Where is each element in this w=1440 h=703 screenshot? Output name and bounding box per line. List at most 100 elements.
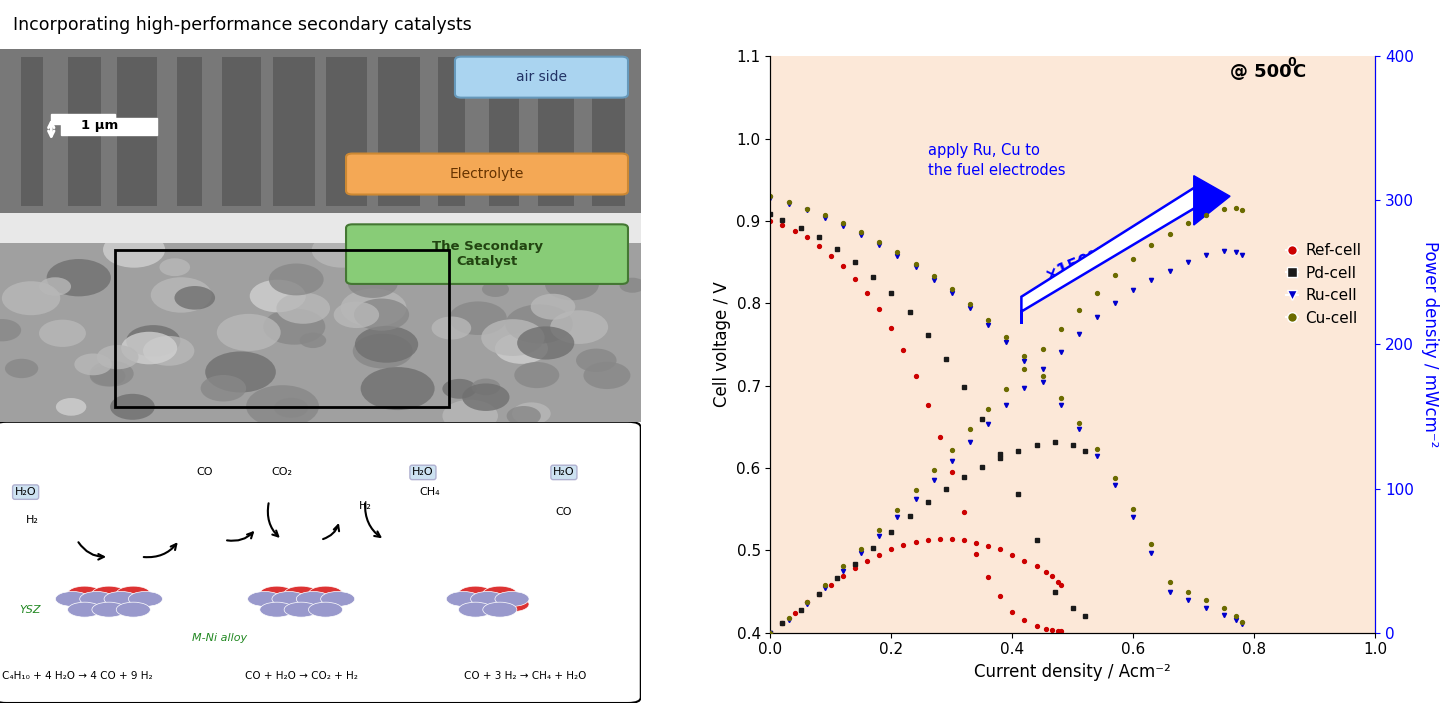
Circle shape	[259, 602, 294, 617]
Circle shape	[92, 602, 125, 617]
Circle shape	[55, 591, 89, 607]
Circle shape	[27, 252, 69, 276]
Text: C₄H₁₀ + 4 H₂O → 4 CO + 9 H₂: C₄H₁₀ + 4 H₂O → 4 CO + 9 H₂	[1, 671, 153, 681]
Circle shape	[24, 264, 53, 280]
Circle shape	[307, 368, 350, 393]
FancyBboxPatch shape	[346, 153, 628, 195]
Bar	[0, 236, 641, 422]
Bar	[52, 115, 115, 124]
Circle shape	[458, 602, 492, 617]
Circle shape	[261, 266, 301, 290]
Text: apply Ru, Cu to
the fuel electrodes: apply Ru, Cu to the fuel electrodes	[927, 143, 1066, 178]
Circle shape	[259, 586, 294, 601]
Circle shape	[467, 244, 527, 279]
Circle shape	[520, 363, 593, 407]
Circle shape	[495, 591, 528, 607]
Circle shape	[308, 586, 343, 601]
Circle shape	[482, 586, 517, 601]
Circle shape	[297, 285, 354, 319]
Text: ×150%: ×150%	[1043, 243, 1109, 284]
Circle shape	[145, 266, 196, 296]
Circle shape	[321, 591, 354, 607]
Circle shape	[308, 602, 343, 617]
Circle shape	[45, 392, 94, 420]
Bar	[0, 213, 641, 243]
Bar	[120, 57, 154, 206]
Legend: Ref-cell, Pd-cell, Ru-cell, Cu-cell: Ref-cell, Pd-cell, Ru-cell, Cu-cell	[1280, 237, 1368, 332]
Text: 0: 0	[1287, 56, 1296, 69]
Circle shape	[137, 350, 189, 380]
Y-axis label: Cell voltage / V: Cell voltage / V	[713, 282, 732, 407]
Circle shape	[431, 393, 488, 427]
Circle shape	[138, 308, 164, 323]
Circle shape	[160, 284, 222, 321]
Circle shape	[425, 276, 468, 302]
Circle shape	[495, 597, 528, 612]
Circle shape	[68, 586, 102, 601]
Circle shape	[0, 351, 40, 385]
Circle shape	[158, 399, 189, 416]
Circle shape	[128, 591, 163, 607]
Bar	[16, 57, 48, 206]
FancyBboxPatch shape	[455, 57, 628, 98]
Circle shape	[0, 378, 43, 407]
Circle shape	[104, 591, 138, 607]
Text: CO + 3 H₂ → CH₄ + H₂O: CO + 3 H₂ → CH₄ + H₂O	[464, 671, 586, 681]
Circle shape	[599, 325, 658, 359]
Text: H₂O: H₂O	[14, 487, 36, 497]
Circle shape	[252, 255, 312, 290]
Circle shape	[462, 300, 494, 318]
Circle shape	[30, 252, 99, 292]
Circle shape	[354, 387, 420, 425]
Circle shape	[302, 290, 351, 319]
Text: @ 500: @ 500	[1230, 63, 1292, 81]
Text: 1 μm: 1 μm	[81, 119, 118, 132]
Circle shape	[248, 591, 282, 607]
Text: H₂O: H₂O	[412, 467, 433, 477]
Circle shape	[409, 309, 472, 346]
Bar	[487, 57, 521, 206]
Text: CO + H₂O → CO₂ + H₂: CO + H₂O → CO₂ + H₂	[245, 671, 357, 681]
Text: CO: CO	[556, 507, 572, 517]
Circle shape	[482, 602, 517, 617]
Bar	[73, 57, 95, 206]
Circle shape	[3, 318, 48, 344]
Circle shape	[359, 235, 423, 272]
Circle shape	[92, 586, 125, 601]
Bar	[0, 49, 641, 217]
Circle shape	[230, 282, 265, 302]
Circle shape	[55, 390, 99, 416]
Circle shape	[534, 359, 569, 379]
Circle shape	[288, 240, 351, 276]
FancyBboxPatch shape	[0, 422, 641, 703]
Circle shape	[248, 388, 298, 417]
Circle shape	[46, 351, 98, 381]
Bar	[325, 57, 369, 206]
Circle shape	[526, 243, 589, 280]
Circle shape	[271, 396, 304, 415]
Circle shape	[112, 228, 167, 259]
Circle shape	[446, 591, 481, 607]
Circle shape	[79, 591, 114, 607]
Circle shape	[288, 276, 350, 312]
Bar	[60, 118, 157, 135]
Text: CO₂: CO₂	[272, 467, 292, 477]
Text: H₂: H₂	[359, 501, 372, 511]
Polygon shape	[1194, 176, 1230, 225]
Circle shape	[196, 381, 236, 405]
Text: CH₄: CH₄	[419, 487, 439, 497]
Circle shape	[480, 268, 554, 311]
Circle shape	[471, 597, 504, 612]
Circle shape	[408, 307, 472, 344]
Circle shape	[471, 591, 504, 607]
Circle shape	[7, 309, 58, 339]
Circle shape	[432, 233, 484, 263]
Text: H₂: H₂	[26, 515, 39, 525]
Circle shape	[117, 602, 150, 617]
Circle shape	[458, 586, 492, 601]
Bar	[590, 57, 628, 206]
Circle shape	[526, 360, 590, 398]
Bar	[536, 57, 577, 206]
Text: C: C	[1292, 63, 1305, 81]
Bar	[432, 57, 471, 206]
